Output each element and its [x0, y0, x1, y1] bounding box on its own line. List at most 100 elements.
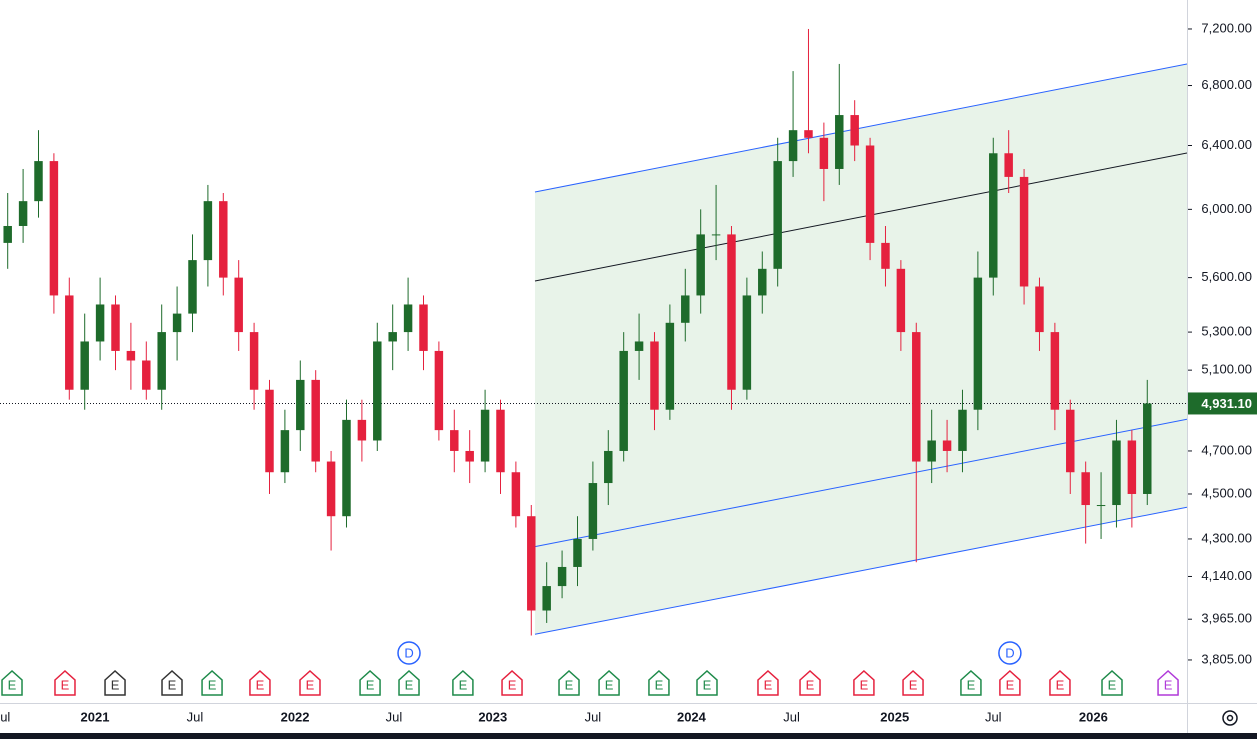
earnings-badge	[853, 669, 875, 696]
candle-body	[865, 145, 875, 243]
earnings-badge	[501, 669, 523, 696]
candle-body	[527, 516, 536, 611]
time-axis: Jul 2021 Jul 2022 Jul 2023 Jul 2024 Jul 2025 Jul 20…	[0, 709, 1108, 724]
earnings-badge	[201, 669, 223, 696]
candle-body	[1066, 409, 1075, 473]
earnings-badge	[1101, 669, 1123, 696]
candle-body	[172, 313, 182, 333]
x-tick-label: Jul	[985, 709, 1002, 724]
y-tick-label: 6,400.00	[1201, 137, 1252, 152]
earnings-label: E	[860, 677, 869, 692]
candle-body	[95, 304, 105, 342]
earnings-badge	[1049, 669, 1071, 696]
x-tick-label: Jul	[585, 709, 602, 724]
candle-body	[650, 341, 659, 410]
candle-body	[326, 461, 336, 517]
candle-body	[265, 389, 274, 473]
candle-body	[157, 332, 166, 390]
earnings-label: E	[764, 677, 773, 692]
candle-body	[727, 234, 736, 390]
candle-body	[634, 341, 644, 351]
x-tick-label: Jul	[783, 709, 800, 724]
channel-line	[534, 506, 1187, 635]
candle-body	[588, 483, 598, 539]
last-price-label: 4,931.10	[1201, 396, 1252, 411]
candle-body	[1050, 332, 1060, 410]
candle-body	[65, 295, 74, 390]
earnings-badge	[249, 669, 271, 696]
candle-body	[711, 234, 721, 236]
candle-body	[111, 304, 120, 351]
candle-body	[619, 350, 628, 451]
candle-body	[542, 586, 551, 611]
bottom-bar	[0, 733, 1257, 739]
dividend-badge	[998, 641, 1022, 665]
candle-body	[388, 332, 397, 342]
last-price-badge	[1188, 392, 1257, 415]
candle-body	[973, 277, 983, 410]
candle-body	[188, 260, 197, 314]
earnings-label: E	[256, 677, 265, 692]
earnings-label: E	[208, 677, 217, 692]
x-tick-label: Jul	[386, 709, 403, 724]
x-tick-label: 2025	[880, 709, 909, 724]
channel-line	[534, 418, 1187, 548]
candle-body	[126, 350, 136, 361]
candle-body	[1019, 176, 1029, 287]
candle-body	[927, 440, 936, 462]
candle-body	[681, 295, 690, 323]
candle-body	[280, 430, 290, 473]
earnings-badge	[54, 669, 76, 696]
x-tick-label: 2022	[281, 709, 310, 724]
candle-body	[912, 332, 921, 462]
candle-body	[758, 268, 767, 296]
y-tick-label: 4,500.00	[1201, 485, 1252, 500]
earnings-badge	[558, 669, 580, 696]
earnings-label: E	[306, 677, 315, 692]
candle-body	[989, 153, 998, 278]
dividend-label: D	[404, 645, 413, 660]
candle-body	[742, 295, 752, 390]
plot-area: E E E E E E E E E E E E E E E E E E E E E E E E D D	[0, 28, 1187, 696]
candle-body	[342, 419, 351, 517]
earnings-label: E	[1056, 677, 1065, 692]
earnings-label: E	[806, 677, 815, 692]
candle-body	[1112, 440, 1121, 506]
candle-body	[604, 450, 613, 484]
dividend-badge	[397, 641, 421, 665]
earnings-badge	[696, 669, 718, 696]
candle-body	[665, 322, 675, 410]
earnings-badge	[452, 669, 474, 696]
candle-body	[1081, 472, 1090, 506]
candle-body	[311, 379, 320, 462]
channel-line	[534, 63, 1187, 193]
earnings-badge	[960, 669, 982, 696]
candle-body	[573, 538, 582, 567]
candle-body	[80, 341, 89, 390]
y-tick-label: 5,300.00	[1201, 324, 1252, 339]
x-tick-label: 2026	[1079, 709, 1108, 724]
candle-body	[219, 201, 228, 278]
earnings-badge	[757, 669, 779, 696]
dividend-label: D	[1005, 645, 1014, 660]
earnings-label: E	[909, 677, 918, 692]
candle-body	[373, 341, 382, 441]
earnings-label: E	[605, 677, 614, 692]
x-tick-label: 2023	[478, 709, 507, 724]
candle-body	[357, 419, 367, 441]
earnings-badge	[902, 669, 924, 696]
candle-body	[296, 379, 305, 431]
x-tick-label: 2024	[677, 709, 707, 724]
candle-body	[1004, 153, 1013, 177]
earnings-label: E	[703, 677, 712, 692]
candle-body	[480, 409, 490, 462]
channel-line	[534, 152, 1187, 282]
settings-button[interactable]	[1222, 710, 1238, 726]
earnings-label: E	[366, 677, 375, 692]
candle-body	[249, 332, 259, 390]
candle-body	[403, 304, 413, 333]
y-tick-label: 6,000.00	[1201, 201, 1252, 216]
earnings-badge	[161, 669, 183, 696]
y-tick-label: 4,140.00	[1201, 568, 1252, 583]
